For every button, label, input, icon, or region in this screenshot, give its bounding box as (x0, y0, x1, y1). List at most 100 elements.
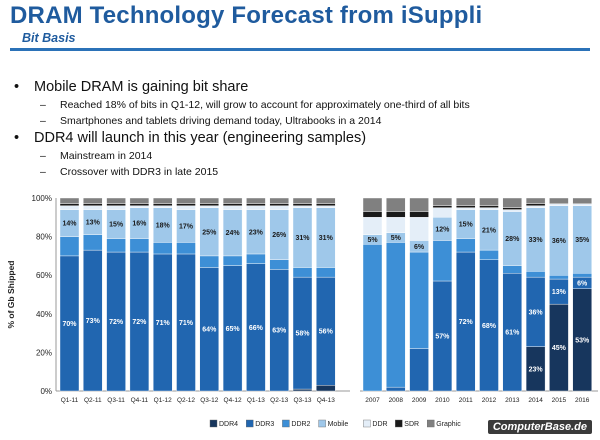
data-label: 18% (156, 223, 171, 230)
bar-segment-ddr (572, 203, 592, 206)
x-tick-label: Q1-13 (247, 397, 265, 404)
bar-segment-ddr2 (456, 238, 476, 253)
bar-segment-ddr2 (409, 251, 429, 349)
data-label: 13% (86, 220, 101, 227)
bar-segment-sdr (59, 203, 80, 206)
bar-segment-ddr2 (292, 267, 313, 278)
bar-segment-ddr3 (409, 348, 429, 392)
bar-segment-sdr (362, 211, 383, 218)
bar-segment-ddr2 (269, 259, 289, 270)
x-tick-label: Q3-13 (293, 397, 311, 404)
bar-segment-ddr (409, 217, 429, 241)
bar-segment-ddr2 (479, 249, 499, 260)
bar-segment-sdr (176, 203, 196, 206)
bar-segment-graphic (409, 197, 429, 212)
bar-segment-ddr2 (176, 242, 196, 255)
sub-bullet-item: – Smartphones and tablets driving demand … (12, 113, 592, 129)
data-label: 63% (272, 328, 287, 335)
bar-segment-ddr (129, 205, 150, 208)
bar-segment-ddr2 (222, 255, 243, 266)
watermark-logo: ComputerBase.de (487, 420, 592, 434)
data-label: 5% (367, 237, 378, 244)
data-label: 31% (295, 235, 310, 242)
bar-segment-ddr3 (386, 386, 406, 392)
bar-segment-graphic (479, 197, 499, 206)
y-tick-label: 60% (36, 271, 52, 280)
bar-segment-ddr2 (152, 242, 173, 255)
data-label: 23% (249, 229, 264, 236)
x-tick-label: 2013 (505, 397, 520, 404)
bar-segment-ddr2 (83, 234, 103, 251)
sub-bullet-text: Smartphones and tablets driving demand t… (60, 115, 382, 127)
bar-segment-graphic (176, 197, 196, 204)
data-label: 61% (505, 330, 520, 337)
bar-segment-ddr (362, 217, 383, 235)
legend-label: DDR3 (255, 421, 274, 428)
bar-segment-sdr (222, 203, 243, 206)
data-label: 68% (482, 323, 497, 330)
dash-marker: – (40, 166, 46, 178)
data-label: 35% (575, 237, 590, 244)
data-label: 71% (179, 320, 194, 327)
data-label: 5% (391, 235, 402, 242)
bar-segment-ddr2 (199, 255, 220, 268)
bar-segment-ddr2 (432, 240, 453, 282)
data-label: 24% (226, 230, 241, 237)
y-tick-label: 20% (36, 348, 52, 357)
bar-segment-graphic (83, 197, 103, 204)
data-label: 21% (482, 227, 497, 234)
data-label: 17% (179, 223, 194, 230)
data-label: 66% (249, 325, 264, 332)
data-label: 33% (529, 237, 544, 244)
data-label: 16% (132, 221, 147, 228)
bar-segment-ddr (316, 205, 336, 208)
x-tick-label: 2010 (435, 397, 450, 404)
bar-segment-ddr (292, 205, 313, 208)
data-label: 6% (414, 244, 425, 251)
bar-segment-graphic (106, 197, 126, 204)
bar-segment-sdr (106, 203, 126, 206)
bar-segment-sdr (152, 203, 173, 206)
x-tick-label: Q2-12 (177, 397, 195, 404)
y-tick-label: 0% (40, 387, 52, 396)
bar-segment-ddr2 (572, 273, 592, 278)
bar-segment-ddr2 (549, 274, 569, 280)
bar-segment-sdr (386, 211, 406, 218)
data-label: 72% (132, 319, 147, 326)
legend-label: SDR (404, 421, 419, 428)
data-label: 12% (435, 226, 450, 233)
bullet-marker: • (14, 130, 20, 146)
bar-segment-graphic (362, 197, 383, 212)
bar-segment-graphic (432, 197, 453, 206)
legend-swatch (363, 419, 371, 428)
bullet-item: • DDR4 will launch in this year (engineer… (12, 129, 592, 147)
legend-swatch (318, 419, 326, 428)
legend-swatch (427, 419, 435, 428)
legend-label: DDR2 (291, 421, 310, 428)
bar-segment-ddr2 (502, 265, 522, 274)
x-tick-label: Q1-12 (154, 397, 172, 404)
bar-segment-ddr2 (316, 267, 336, 278)
x-tick-label: Q4-13 (317, 397, 335, 404)
data-label: 65% (226, 326, 241, 333)
bar-segment-ddr (502, 209, 522, 212)
bar-segment-ddr (246, 205, 266, 210)
sub-bullet-item: – Mainstream in 2014 (12, 148, 592, 164)
sub-bullet-item: – Crossover with DDR3 in late 2015 (12, 164, 592, 180)
slide-title: DRAM Technology Forecast from iSuppli (10, 2, 483, 29)
y-tick-label: 80% (36, 233, 52, 242)
sub-bullet-item: – Reached 18% of bits in Q1-12, will grow… (12, 97, 592, 113)
bar-segment-ddr (222, 205, 243, 210)
sub-bullet-text: Mainstream in 2014 (60, 150, 153, 162)
bar-segment-ddr (549, 203, 569, 206)
data-label: 58% (295, 331, 310, 338)
data-label: 28% (505, 236, 520, 243)
bullet-text: DDR4 will launch in this year (engineeri… (34, 130, 367, 146)
bar-segment-ddr2 (246, 253, 266, 264)
bar-segment-sdr (479, 205, 499, 208)
bar-segment-ddr4 (316, 385, 336, 392)
data-label: 6% (577, 280, 588, 287)
data-label: 72% (109, 319, 124, 326)
x-tick-label: Q2-13 (270, 397, 288, 404)
dash-marker: – (40, 115, 46, 127)
